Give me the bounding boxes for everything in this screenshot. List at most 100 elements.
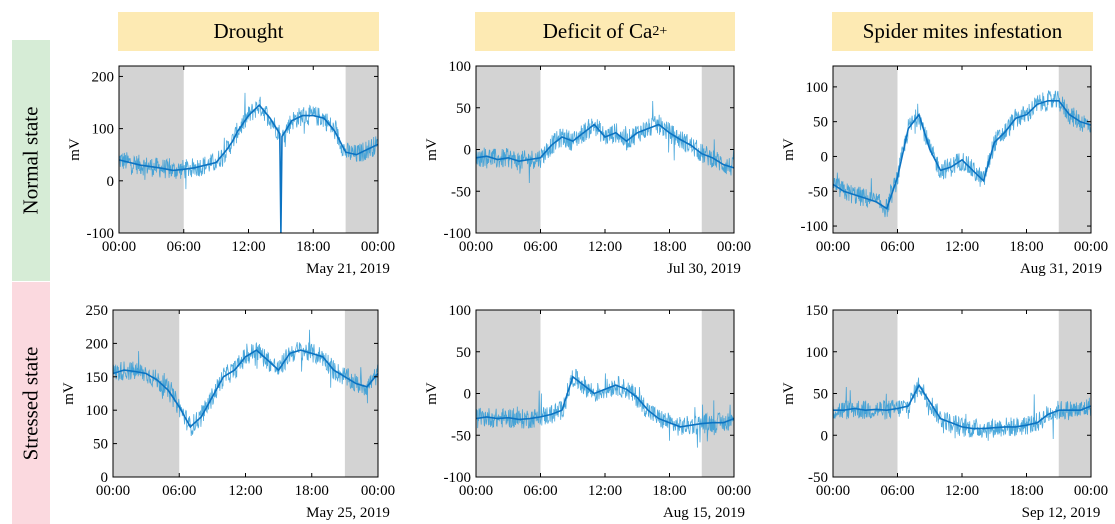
x-tick-label: 18:00 [296, 239, 330, 255]
y-tick-label: -50 [451, 428, 471, 444]
y-axis-label: mV [781, 382, 797, 405]
x-tick-label: 06:00 [162, 483, 196, 499]
y-tick-label: 50 [456, 101, 471, 117]
signal-trend-line [475, 123, 735, 169]
x-tick-label: 06:00 [523, 239, 557, 255]
y-tick-label: -50 [451, 184, 471, 200]
signal-trend-line [832, 100, 1092, 210]
x-tick-label: 00:00 [102, 239, 136, 255]
column-title-calcium-superscript: 2+ [652, 23, 668, 39]
x-tick-label: 00:00 [717, 239, 751, 255]
night-shading [833, 310, 898, 477]
y-tick-label: 150 [86, 370, 109, 386]
y-tick-label: 0 [107, 174, 115, 190]
x-tick-label: 06:00 [167, 239, 201, 255]
night-shading [476, 310, 541, 477]
x-tick-label: 12:00 [228, 483, 262, 499]
column-title-drought-text: Drought [213, 19, 284, 43]
chart-panel-stressed-ca: -100 -50 0 50 100 00:00 06:00 12:00 18:00 00:00 Au… [424, 303, 751, 521]
chart-panel-stressed-mites: -50 0 50 100 150 00:00 06:00 12:00 18:00 00:00 Sep… [781, 303, 1108, 521]
x-tick-label: 00:00 [1074, 239, 1108, 255]
x-tick-label: 18:00 [295, 483, 329, 499]
x-tick-label: 12:00 [231, 239, 265, 255]
x-tick-label: 18:00 [1009, 239, 1043, 255]
x-tick-label: 06:00 [880, 483, 914, 499]
chart-panel-normal-ca: -100 -50 0 50 100 00:00 06:00 12:00 18:00 00:00 Ju… [424, 59, 751, 277]
y-tick-label: 0 [464, 143, 472, 159]
chart-panel-normal-mites: -100 -50 0 50 100 00:00 06:00 12:00 18:00 00:00 Au… [781, 65, 1108, 277]
y-axis-label: mV [61, 382, 77, 405]
row-label-stressed: Stressed state [12, 282, 50, 524]
y-axis-label: mV [781, 138, 797, 161]
y-tick-label: 100 [806, 345, 829, 361]
y-tick-label: -100 [444, 226, 472, 242]
signal-noise-line [832, 90, 1092, 218]
x-tick-label: 00:00 [459, 483, 493, 499]
y-tick-label: -100 [444, 470, 472, 486]
column-title-mites: Spider mites infestation [832, 12, 1093, 51]
x-tick-label: 18:00 [1009, 483, 1043, 499]
y-axis-label: mV [424, 382, 440, 405]
x-tick-label: 00:00 [816, 483, 850, 499]
x-tick-label: 00:00 [361, 483, 395, 499]
y-tick-label: 50 [456, 345, 471, 361]
x-date-label: Jul 30, 2019 [667, 261, 741, 277]
y-tick-label: 100 [92, 122, 115, 138]
x-tick-label: 00:00 [816, 239, 850, 255]
x-tick-label: 00:00 [717, 483, 751, 499]
x-date-label: May 21, 2019 [306, 261, 390, 277]
y-tick-label: -100 [801, 219, 829, 235]
chart-panel-stressed-drought: 0 50 100 150 200 250 00:00 06:00 12:00 18:00 00:00… [61, 303, 395, 521]
chart-panel-normal-drought: -100 0 100 200 00:00 06:00 12:00 18:00 00:00 May … [67, 65, 395, 277]
y-tick-label: 100 [449, 59, 472, 75]
column-title-calcium: Deficit of Ca 2+ [475, 12, 735, 51]
y-tick-label: -100 [87, 226, 115, 242]
column-title-calcium-text: Deficit of Ca [542, 19, 653, 43]
signal-trend-line [833, 383, 1092, 430]
x-tick-label: 06:00 [523, 483, 557, 499]
y-tick-label: 100 [86, 403, 109, 419]
y-tick-label: 200 [92, 69, 115, 85]
x-tick-label: 18:00 [652, 239, 686, 255]
y-axis-label: mV [424, 138, 440, 161]
y-tick-label: 0 [821, 149, 829, 165]
y-tick-label: -50 [808, 470, 828, 486]
column-title-mites-text: Spider mites infestation [862, 19, 1063, 43]
signal-noise-line [118, 92, 379, 229]
row-label-normal: Normal state [12, 40, 50, 281]
y-tick-label: 50 [813, 387, 828, 403]
x-date-label: Sep 12, 2019 [1022, 505, 1101, 521]
x-tick-label: 12:00 [945, 239, 979, 255]
night-shading [701, 310, 734, 477]
y-tick-label: 50 [93, 437, 108, 453]
y-tick-label: 0 [464, 387, 472, 403]
x-tick-label: 18:00 [652, 483, 686, 499]
night-shading [476, 66, 541, 233]
x-tick-label: 00:00 [1074, 483, 1108, 499]
y-tick-label: -50 [808, 184, 828, 200]
x-date-label: Aug 15, 2019 [663, 505, 745, 521]
y-tick-label: 0 [101, 470, 109, 486]
signal-noise-line [832, 377, 1092, 441]
y-tick-label: 250 [86, 303, 109, 319]
x-tick-label: 06:00 [880, 239, 914, 255]
night-shading [1058, 310, 1091, 477]
y-tick-label: 0 [821, 428, 829, 444]
x-tick-label: 12:00 [588, 239, 622, 255]
x-tick-label: 00:00 [96, 483, 130, 499]
y-axis-label: mV [67, 138, 83, 161]
signal-trend-line [118, 103, 379, 234]
column-title-drought: Drought [118, 12, 379, 51]
y-tick-label: 100 [449, 303, 472, 319]
x-date-label: May 25, 2019 [306, 505, 390, 521]
night-shading [1058, 66, 1091, 233]
night-shading [344, 310, 378, 477]
x-date-label: Aug 31, 2019 [1020, 261, 1102, 277]
signal-noise-line [112, 329, 379, 437]
y-tick-label: 200 [86, 336, 109, 352]
signal-trend-line [475, 375, 735, 428]
night-shading [119, 66, 184, 233]
x-tick-label: 00:00 [361, 239, 395, 255]
y-tick-label: 150 [806, 303, 829, 319]
